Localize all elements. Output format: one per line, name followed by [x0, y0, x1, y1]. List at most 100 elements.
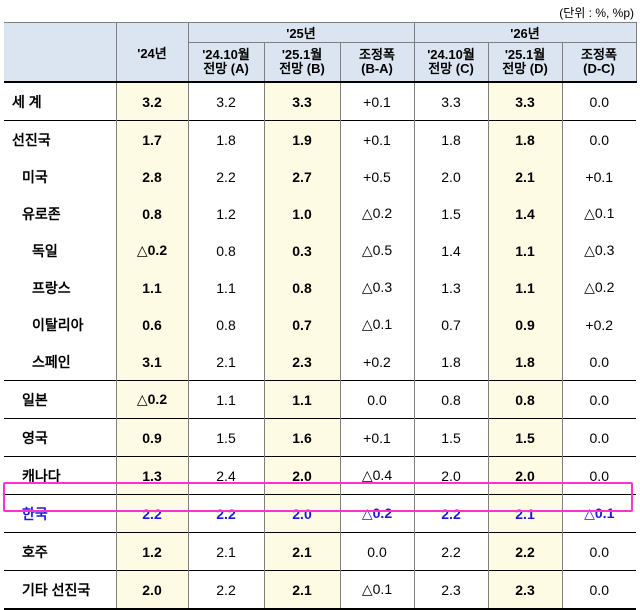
table-row: 세 계 3.2 3.2 3.3 +0.1 3.3 3.3 0.0	[4, 82, 636, 121]
value-26-adjustment: 0.0	[561, 343, 636, 381]
value-26-adjustment: △0.3	[561, 232, 636, 269]
country-name: 선진국	[4, 120, 116, 158]
header-25-jan-forecast: '25.1월 전망 (B)	[263, 42, 341, 83]
value-25-oct-forecast: 2.1	[187, 343, 264, 381]
value-25-oct-forecast: 0.8	[187, 306, 264, 343]
value-26-jan-forecast: 2.1	[487, 158, 562, 195]
value-26-adjustment: 0.0	[561, 418, 636, 457]
value-2024: 2.0	[115, 570, 188, 610]
value-2024: 1.3	[115, 456, 188, 495]
value-25-jan-forecast: 2.7	[263, 158, 340, 195]
country-name: 미국	[22, 168, 48, 185]
country-name: 한국	[4, 494, 116, 533]
country-name: 호주	[4, 532, 116, 571]
country-name: 스페인	[32, 353, 71, 370]
value-26-oct-forecast: 0.8	[413, 380, 488, 419]
value-25-oct-forecast: 2.1	[187, 532, 264, 571]
country-name: 캐나다	[4, 456, 116, 495]
value-25-adjustment: △0.3	[339, 269, 414, 306]
value-25-jan-forecast: 1.6	[263, 418, 340, 457]
value-25-oct-forecast: 0.8	[187, 232, 264, 269]
value-25-jan-forecast: 0.8	[263, 269, 340, 306]
country-name: 일본	[4, 380, 116, 419]
value-2024: 1.7	[115, 120, 188, 158]
value-26-adjustment: 0.0	[561, 456, 636, 495]
value-25-adjustment: 0.0	[339, 380, 414, 419]
value-25-adjustment: △0.5	[339, 232, 414, 269]
value-26-oct-forecast: 1.5	[413, 195, 488, 232]
header-2025-group: '25년	[187, 22, 415, 43]
value-26-jan-forecast: 1.1	[487, 269, 562, 306]
table-row: 영국 0.9 1.5 1.6 +0.1 1.5 1.5 0.0	[4, 418, 636, 457]
table-row: 선진국 1.7 1.8 1.9 +0.1 1.8 1.8 0.0	[4, 120, 636, 158]
value-25-oct-forecast: 1.5	[187, 418, 264, 457]
table-row: 이탈리아 0.6 0.8 0.7 △0.1 0.7 0.9 +0.2	[4, 306, 636, 343]
value-2024: △0.2	[115, 380, 188, 419]
value-25-jan-forecast: 2.0	[263, 494, 340, 533]
value-25-jan-forecast: 2.3	[263, 343, 340, 381]
value-2024: 3.1	[115, 343, 188, 381]
table-row: 스페인 3.1 2.1 2.3 +0.2 1.8 1.8 0.0	[4, 343, 636, 381]
value-2024: 1.2	[115, 532, 188, 571]
value-26-adjustment: 0.0	[561, 82, 636, 121]
country-name: 영국	[4, 418, 116, 457]
value-26-jan-forecast: 3.3	[487, 82, 562, 121]
value-25-oct-forecast: 1.1	[187, 380, 264, 419]
value-2024: 2.2	[115, 494, 188, 533]
value-25-jan-forecast: 2.1	[263, 532, 340, 571]
country-name: 독일	[32, 242, 58, 259]
value-25-adjustment: △0.1	[339, 306, 414, 343]
value-26-jan-forecast: 0.8	[487, 380, 562, 419]
value-26-adjustment: 0.0	[561, 380, 636, 419]
value-26-jan-forecast: 1.5	[487, 418, 562, 457]
value-25-oct-forecast: 1.8	[187, 120, 264, 158]
table-row: 프랑스 1.1 1.1 0.8 △0.3 1.3 1.1 △0.2	[4, 269, 636, 306]
value-26-oct-forecast: 1.8	[413, 120, 488, 158]
value-25-oct-forecast: 1.2	[187, 195, 264, 232]
value-25-adjustment: +0.2	[339, 343, 414, 381]
value-25-adjustment: △0.2	[339, 494, 414, 533]
header-26-jan-forecast: '25.1월 전망 (D)	[487, 42, 563, 83]
table-row: 호주 1.2 2.1 2.1 0.0 2.2 2.2 0.0	[4, 532, 636, 571]
value-26-jan-forecast: 1.4	[487, 195, 562, 232]
country-name: 기타 선진국	[4, 570, 116, 610]
growth-forecast-table: '24년 '25년 '26년 '24.10월 전망 (A) '25.1월 전망 (B…	[4, 22, 637, 610]
value-26-adjustment: △0.1	[561, 494, 636, 533]
value-2024: 2.8	[115, 158, 188, 195]
value-26-oct-forecast: 2.2	[413, 494, 488, 533]
header-2026-group: '26년	[413, 22, 637, 43]
value-25-adjustment: △0.1	[339, 570, 414, 610]
value-26-oct-forecast: 3.3	[413, 82, 488, 121]
value-25-jan-forecast: 0.3	[263, 232, 340, 269]
country-name: 세 계	[12, 93, 42, 110]
value-26-oct-forecast: 1.4	[413, 232, 488, 269]
value-25-oct-forecast: 2.2	[187, 158, 264, 195]
value-26-oct-forecast: 2.0	[413, 456, 488, 495]
value-26-adjustment: 0.0	[561, 570, 636, 610]
value-25-jan-forecast: 1.9	[263, 120, 340, 158]
value-2024: 0.9	[115, 418, 188, 457]
value-25-jan-forecast: 1.1	[263, 380, 340, 419]
value-26-adjustment: +0.2	[561, 306, 636, 343]
value-26-adjustment: △0.2	[561, 269, 636, 306]
value-26-oct-forecast: 0.7	[413, 306, 488, 343]
unit-note: (단위 : %, %p)	[559, 6, 634, 20]
value-26-jan-forecast: 1.8	[487, 343, 562, 381]
value-26-oct-forecast: 1.5	[413, 418, 488, 457]
value-26-adjustment: 0.0	[561, 120, 636, 158]
value-25-adjustment: △0.4	[339, 456, 414, 495]
value-25-adjustment: +0.1	[339, 82, 414, 121]
header-26-oct-forecast: '24.10월 전망 (C)	[413, 42, 489, 83]
value-26-jan-forecast: 2.1	[487, 494, 562, 533]
value-26-adjustment: +0.1	[561, 158, 636, 195]
value-2024: △0.2	[115, 232, 188, 269]
value-25-oct-forecast: 3.2	[187, 82, 264, 121]
value-2024: 1.1	[115, 269, 188, 306]
value-2024: 0.8	[115, 195, 188, 232]
table-row: 일본 △0.2 1.1 1.1 0.0 0.8 0.8 0.0	[4, 380, 636, 419]
value-26-adjustment: △0.1	[561, 195, 636, 232]
value-25-adjustment: +0.1	[339, 120, 414, 158]
value-26-jan-forecast: 1.1	[487, 232, 562, 269]
value-25-oct-forecast: 2.2	[187, 494, 264, 533]
value-26-jan-forecast: 0.9	[487, 306, 562, 343]
